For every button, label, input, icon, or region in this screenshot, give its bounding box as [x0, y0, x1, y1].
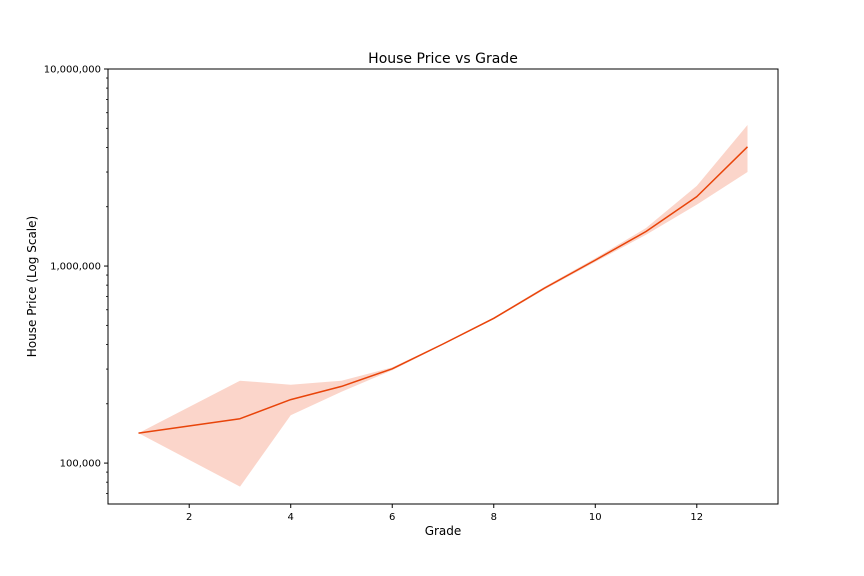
x-tick-label: 8 — [491, 512, 497, 523]
x-tick-label: 2 — [186, 512, 192, 523]
y-axis-title: House Price (Log Scale) — [25, 216, 39, 357]
x-axis: 2 4 6 8 10 12 — [186, 504, 703, 523]
series-line-0 — [138, 146, 749, 434]
y-tick-label: 10,000,000 — [44, 65, 101, 76]
x-tick-label: 12 — [690, 512, 703, 523]
y-tick-label: 1,000,000 — [50, 262, 101, 273]
plot-frame — [107, 68, 779, 505]
y-axis: 100,000 1,000,000 10,000,000 — [44, 65, 108, 495]
x-tick-label: 10 — [589, 512, 602, 523]
confidence-band-0 — [138, 125, 748, 487]
series-line-layer — [138, 146, 749, 434]
x-axis-title: Grade — [425, 524, 462, 538]
confidence-band-layer — [138, 125, 748, 487]
y-tick-label: 100,000 — [60, 459, 101, 470]
chart-title: House Price vs Grade — [368, 51, 518, 67]
x-tick-label: 6 — [389, 512, 395, 523]
x-tick-label: 4 — [288, 512, 294, 523]
